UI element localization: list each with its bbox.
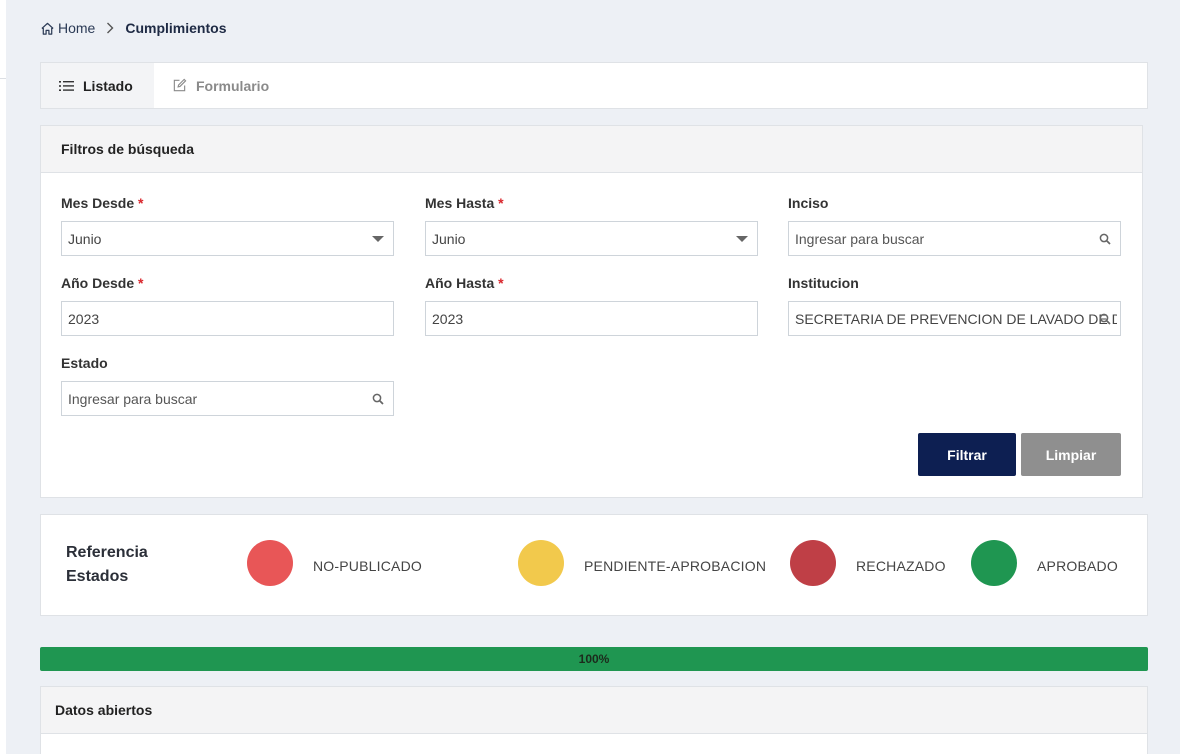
- mes-hasta-label: Mes Hasta *: [425, 195, 504, 211]
- institucion-label: Institucion: [788, 275, 859, 291]
- tab-listado[interactable]: Listado: [41, 63, 154, 108]
- status-label-pendiente-aprobacion: PENDIENTE-APROBACION: [584, 558, 767, 574]
- left-strip: [0, 0, 6, 754]
- status-label-rechazado: RECHAZADO: [856, 558, 946, 574]
- estado-label: Estado: [61, 355, 108, 371]
- status-dot-aprobado: [971, 540, 1017, 586]
- tab-bar: Listado Formulario: [40, 62, 1148, 109]
- reference-states-card: Referencia Estados NO-PUBLICADO PENDIENT…: [40, 514, 1148, 616]
- breadcrumb: Home Cumplimientos: [40, 18, 226, 38]
- mes-hasta-value: Junio: [432, 230, 466, 247]
- breadcrumb-home-label: Home: [58, 20, 96, 36]
- required-mark: *: [138, 195, 144, 211]
- chevron-right-icon: [106, 22, 114, 34]
- reference-title-line1: Referencia: [66, 544, 148, 561]
- search-icon: [372, 393, 384, 405]
- mes-desde-label-text: Mes Desde: [61, 195, 135, 211]
- inciso-label: Inciso: [788, 195, 829, 211]
- progress-bar: 100%: [40, 647, 1148, 671]
- left-strip-divider: [0, 78, 6, 79]
- tab-formulario-label: Formulario: [196, 77, 270, 94]
- anio-desde-input[interactable]: 2023: [61, 301, 394, 336]
- home-icon: [41, 22, 54, 35]
- institucion-value: SECRETARIA DE PREVENCION DE LAVADO DE DI…: [795, 310, 1117, 327]
- required-mark: *: [498, 275, 504, 291]
- caret-down-icon: [736, 236, 748, 242]
- required-mark: *: [498, 195, 504, 211]
- anio-hasta-label: Año Hasta *: [425, 275, 504, 291]
- limpiar-button[interactable]: Limpiar: [1021, 433, 1121, 476]
- reference-title: Referencia Estados: [66, 541, 196, 589]
- datos-abiertos-title: Datos abiertos: [41, 687, 1147, 734]
- tab-listado-label: Listado: [83, 77, 133, 94]
- anio-desde-value: 2023: [68, 310, 100, 327]
- inciso-input[interactable]: Ingresar para buscar: [788, 221, 1121, 256]
- mes-desde-label: Mes Desde *: [61, 195, 144, 211]
- datos-abiertos-card: Datos abiertos: [40, 686, 1148, 754]
- required-mark: *: [138, 275, 144, 291]
- caret-down-icon: [372, 236, 384, 242]
- filter-card: Filtros de búsqueda Mes Desde * Junio Me…: [40, 125, 1143, 498]
- tab-formulario[interactable]: Formulario: [154, 63, 287, 108]
- search-icon: [1099, 233, 1111, 245]
- progress-bar-fill: 100%: [40, 647, 1148, 671]
- status-dot-no-publicado: [247, 540, 293, 586]
- anio-hasta-value: 2023: [432, 310, 464, 327]
- estado-input[interactable]: Ingresar para buscar: [61, 381, 394, 416]
- reference-title-line2: Estados: [66, 568, 129, 585]
- breadcrumb-current: Cumplimientos: [125, 20, 227, 36]
- mes-hasta-label-text: Mes Hasta: [425, 195, 495, 211]
- mes-desde-select[interactable]: Junio: [61, 221, 394, 256]
- estado-placeholder: Ingresar para buscar: [68, 390, 198, 407]
- institucion-input[interactable]: SECRETARIA DE PREVENCION DE LAVADO DE DI…: [788, 301, 1121, 336]
- inciso-placeholder: Ingresar para buscar: [795, 230, 925, 247]
- anio-hasta-label-text: Año Hasta: [425, 275, 495, 291]
- status-label-aprobado: APROBADO: [1037, 558, 1118, 574]
- anio-desde-label: Año Desde *: [61, 275, 143, 291]
- list-icon: [59, 80, 74, 91]
- status-label-no-publicado: NO-PUBLICADO: [313, 558, 422, 574]
- anio-desde-label-text: Año Desde: [61, 275, 135, 291]
- status-dot-pendiente-aprobacion: [518, 540, 564, 586]
- mes-hasta-select[interactable]: Junio: [425, 221, 758, 256]
- filtrar-button[interactable]: Filtrar: [918, 433, 1016, 476]
- breadcrumb-home-link[interactable]: Home: [40, 20, 95, 36]
- filter-card-title: Filtros de búsqueda: [41, 126, 1142, 173]
- progress-label: 100%: [578, 652, 610, 666]
- anio-hasta-input[interactable]: 2023: [425, 301, 758, 336]
- search-icon: [1099, 313, 1111, 325]
- mes-desde-value: Junio: [68, 230, 102, 247]
- edit-icon: [173, 78, 187, 92]
- status-dot-rechazado: [790, 540, 836, 586]
